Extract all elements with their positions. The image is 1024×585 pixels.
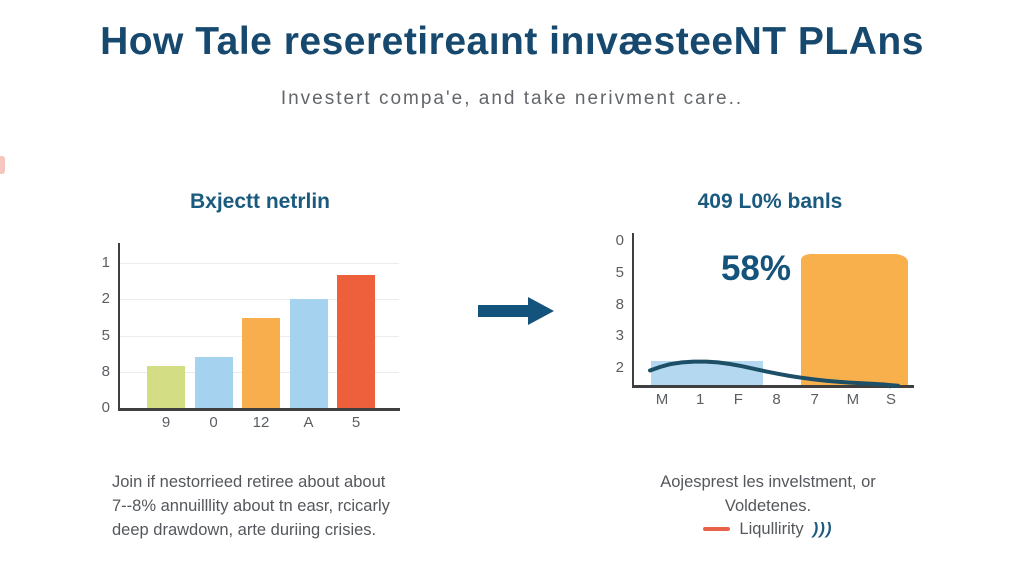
caption-line: Aojesprest les invelstment, or (660, 473, 876, 491)
right-arrow-icon (478, 297, 554, 325)
percentage-annotation: 58% (720, 249, 792, 288)
y-axis-tick-label: 1 (101, 254, 110, 271)
caption-line: Voldetenes. (724, 497, 812, 515)
y-axis-tick-label: 5 (615, 263, 624, 281)
fast-forward-glyph: ))) (812, 519, 833, 538)
bar-0 (194, 357, 233, 408)
y-axis-tick-label: 2 (615, 359, 624, 376)
right-bar-line-chart: 58% 0 5 8 3 2 M 1 F 8 7 M S (616, 232, 914, 408)
right-caption: Aojesprest les invelstment, or Voldetenes… (613, 470, 923, 518)
bar-A (289, 299, 328, 408)
caption-line: Join if nestorrieed retiree about about (112, 473, 386, 491)
legend-label: Liqullirity (739, 519, 804, 538)
page-subtitle: Investert compa'e, and take nerivment ca… (280, 88, 744, 109)
y-axis-tick-label: 2 (101, 290, 110, 308)
high-bar (801, 254, 908, 385)
y-axis-tick-label: 0 (615, 232, 624, 249)
y-axis-tick-label: 0 (101, 399, 110, 416)
x-axis-tick-label: A (303, 414, 314, 431)
y-axis-tick-label: 3 (615, 327, 624, 345)
left-bar-chart: 1 2 5 8 0 9 0 12 A 5 (102, 243, 400, 431)
bar-12 (242, 318, 280, 408)
liquidity-curve (648, 359, 900, 389)
left-chart-title: Bxjectt netrlin (189, 190, 331, 213)
x-axis-tick-label: M (846, 391, 860, 408)
x-axis-tick-label: F (733, 391, 743, 408)
right-chart-title: 409 L0% banls (697, 190, 843, 213)
caption-line: 7--8% annuilllity about tn easr, rcicarl… (112, 497, 390, 515)
x-axis-tick-label: 5 (351, 414, 361, 431)
y-axis-tick-label: 5 (101, 326, 110, 344)
caption-line: deep drawdown, arte duriing crisies. (112, 521, 377, 539)
legend-line-marker (703, 527, 731, 531)
bar-5 (337, 275, 375, 408)
y-axis-tick-label: 8 (615, 295, 624, 313)
left-caption: Join if nestorrieed retiree about about 7… (112, 470, 390, 542)
x-axis-tick-label: 0 (209, 414, 218, 431)
x-axis-tick-label: 9 (161, 414, 171, 431)
x-axis-tick-label: 7 (810, 391, 819, 408)
page-title: How Tale reseretireaınt inıvæsteeNT PLAn… (100, 20, 924, 63)
x-axis-tick-label: 1 (695, 391, 705, 408)
y-axis-tick-label: 8 (101, 362, 110, 380)
gridline (120, 299, 399, 301)
x-axis-tick-label: 12 (252, 414, 270, 431)
edge-artifact-mark (0, 156, 5, 174)
bar-9 (147, 366, 185, 408)
legend: Liqullirity ))) (613, 519, 923, 539)
x-axis-tick-label: M (655, 391, 669, 408)
x-axis-tick-label: S (886, 391, 897, 408)
x-axis-tick-label: 8 (772, 391, 781, 408)
gridline (120, 263, 399, 264)
